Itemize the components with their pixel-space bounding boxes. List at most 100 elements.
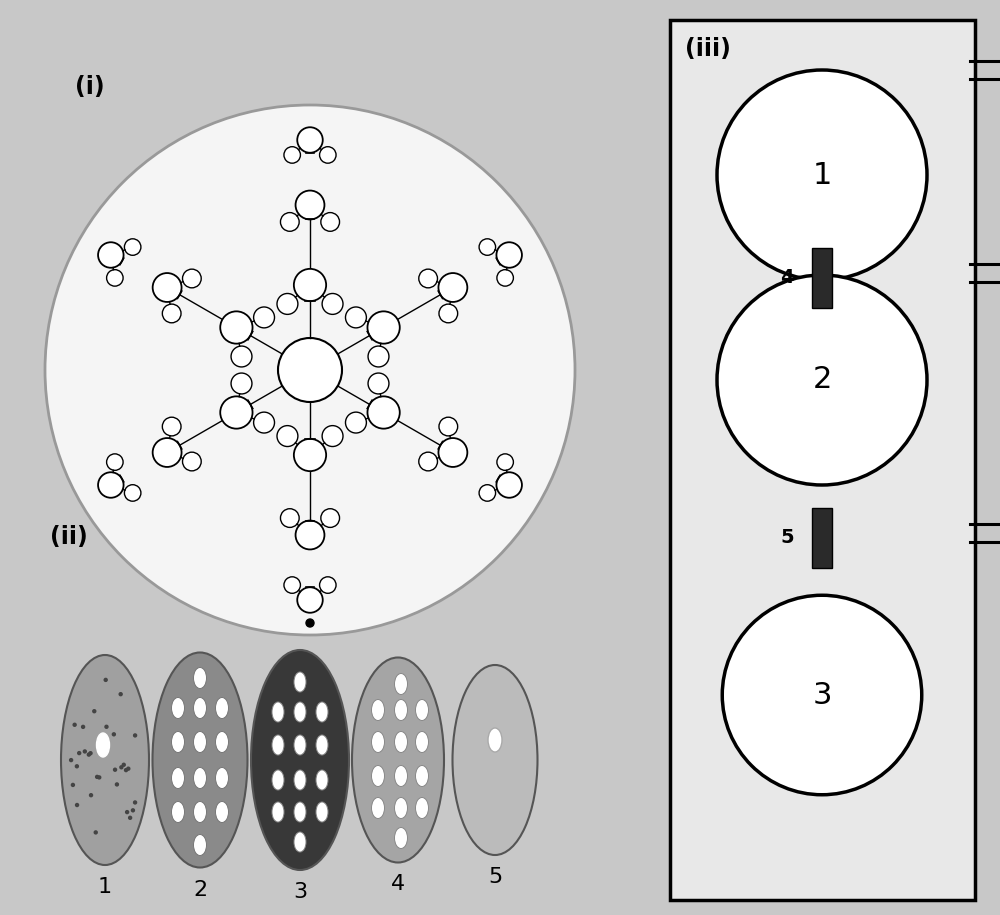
- Ellipse shape: [194, 802, 207, 823]
- Circle shape: [278, 338, 342, 402]
- Circle shape: [419, 269, 437, 288]
- Ellipse shape: [394, 798, 408, 819]
- Circle shape: [89, 793, 93, 797]
- Text: (iii): (iii): [685, 37, 731, 61]
- Ellipse shape: [394, 699, 408, 720]
- Ellipse shape: [372, 731, 384, 752]
- Circle shape: [296, 190, 324, 220]
- Ellipse shape: [452, 665, 538, 855]
- Ellipse shape: [216, 768, 228, 789]
- Circle shape: [103, 678, 108, 682]
- Circle shape: [367, 311, 400, 344]
- Ellipse shape: [316, 770, 328, 790]
- Circle shape: [320, 576, 336, 593]
- Circle shape: [69, 758, 73, 762]
- Circle shape: [254, 412, 275, 433]
- Circle shape: [72, 723, 77, 727]
- Circle shape: [497, 270, 513, 286]
- Circle shape: [162, 417, 181, 436]
- Circle shape: [479, 239, 496, 255]
- Ellipse shape: [294, 672, 306, 692]
- Ellipse shape: [216, 802, 228, 823]
- Ellipse shape: [416, 766, 428, 787]
- Circle shape: [126, 767, 131, 770]
- Ellipse shape: [216, 697, 228, 718]
- Circle shape: [297, 587, 323, 613]
- Circle shape: [277, 294, 298, 315]
- Circle shape: [254, 307, 275, 328]
- Ellipse shape: [488, 728, 502, 752]
- Ellipse shape: [394, 673, 408, 694]
- Circle shape: [124, 239, 141, 255]
- Ellipse shape: [372, 766, 384, 787]
- Circle shape: [220, 311, 253, 344]
- Ellipse shape: [416, 699, 428, 720]
- Circle shape: [497, 454, 513, 470]
- Circle shape: [368, 373, 389, 394]
- Ellipse shape: [216, 731, 228, 752]
- Ellipse shape: [272, 735, 284, 755]
- Text: 5: 5: [780, 528, 794, 547]
- Circle shape: [717, 70, 927, 280]
- Ellipse shape: [316, 702, 328, 722]
- Circle shape: [153, 438, 182, 467]
- Circle shape: [95, 775, 99, 779]
- Circle shape: [345, 307, 366, 328]
- Circle shape: [77, 751, 81, 755]
- Circle shape: [88, 751, 93, 756]
- Circle shape: [496, 472, 522, 498]
- Circle shape: [280, 509, 299, 527]
- Circle shape: [231, 346, 252, 367]
- Ellipse shape: [294, 832, 306, 852]
- Ellipse shape: [272, 702, 284, 722]
- Circle shape: [280, 212, 299, 231]
- Circle shape: [153, 273, 182, 302]
- Circle shape: [119, 765, 124, 770]
- Circle shape: [98, 472, 124, 498]
- Circle shape: [45, 105, 575, 635]
- Circle shape: [345, 412, 366, 433]
- Text: 2: 2: [193, 879, 207, 899]
- Circle shape: [183, 452, 201, 471]
- Circle shape: [75, 764, 79, 769]
- Ellipse shape: [294, 770, 306, 790]
- Ellipse shape: [294, 735, 306, 755]
- Text: 4: 4: [780, 268, 794, 287]
- Ellipse shape: [172, 802, 184, 823]
- Ellipse shape: [194, 731, 207, 752]
- Bar: [670, 20, 975, 900]
- Circle shape: [75, 802, 79, 807]
- Ellipse shape: [372, 798, 384, 819]
- Circle shape: [98, 242, 124, 268]
- Ellipse shape: [394, 731, 408, 752]
- Ellipse shape: [352, 658, 444, 863]
- Circle shape: [321, 509, 340, 527]
- Circle shape: [112, 732, 116, 737]
- Ellipse shape: [194, 697, 207, 718]
- Circle shape: [124, 485, 141, 501]
- Circle shape: [128, 815, 132, 820]
- Circle shape: [321, 212, 340, 231]
- Ellipse shape: [96, 733, 110, 757]
- Ellipse shape: [61, 655, 149, 865]
- Circle shape: [183, 269, 201, 288]
- Ellipse shape: [294, 802, 306, 822]
- Text: 1: 1: [812, 160, 832, 189]
- Circle shape: [220, 396, 253, 428]
- Text: 1: 1: [98, 877, 112, 897]
- Circle shape: [722, 596, 922, 795]
- Circle shape: [322, 294, 343, 315]
- Text: 5: 5: [488, 867, 502, 887]
- Circle shape: [320, 146, 336, 163]
- Circle shape: [125, 810, 129, 814]
- Circle shape: [296, 521, 324, 549]
- Ellipse shape: [194, 834, 207, 856]
- Circle shape: [162, 304, 181, 323]
- Circle shape: [439, 304, 458, 323]
- Ellipse shape: [272, 770, 284, 790]
- Circle shape: [94, 830, 98, 834]
- Ellipse shape: [194, 668, 207, 688]
- Circle shape: [71, 782, 75, 787]
- Ellipse shape: [316, 802, 328, 822]
- Circle shape: [367, 396, 400, 428]
